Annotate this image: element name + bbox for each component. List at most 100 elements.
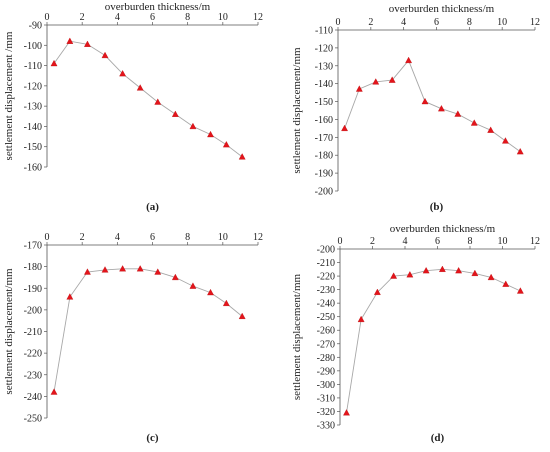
y-tick-label: -170 xyxy=(24,241,42,252)
x-tick-label: 2 xyxy=(368,17,373,28)
data-point-marker xyxy=(171,110,179,117)
data-point-marker xyxy=(101,51,109,59)
data-point-marker xyxy=(154,268,162,275)
panel-label: (d) xyxy=(431,432,445,444)
x-tick-label: 4 xyxy=(115,232,120,243)
data-point-marker xyxy=(406,271,414,278)
y-tick-label: -220 xyxy=(24,349,42,360)
y-tick-label: -240 xyxy=(317,299,335,310)
data-point-marker xyxy=(136,265,144,272)
data-point-marker xyxy=(438,265,446,272)
y-tick-label: -180 xyxy=(315,151,333,162)
data-point-marker xyxy=(84,40,91,47)
y-tick-label: -140 xyxy=(315,79,333,90)
data-point-marker xyxy=(438,105,445,112)
data-point-marker xyxy=(50,59,58,67)
y-tick-label: -110 xyxy=(315,26,333,37)
y-tick-label: -240 xyxy=(24,392,42,403)
y-tick-label: -160 xyxy=(315,115,333,126)
data-point-marker xyxy=(66,37,74,44)
y-tick-label: -260 xyxy=(317,326,335,337)
x-axis-title: overburden thickness/m xyxy=(390,223,496,235)
x-tick-label: 0 xyxy=(338,236,343,247)
data-point-marker xyxy=(373,288,381,295)
data-point-marker xyxy=(516,148,524,155)
y-tick-label: -290 xyxy=(317,366,335,377)
x-tick-label: 0 xyxy=(45,232,50,243)
data-point-marker xyxy=(421,97,429,105)
y-tick-label: -250 xyxy=(24,414,42,425)
y-tick-label: -120 xyxy=(315,43,333,54)
series-line xyxy=(53,268,243,393)
data-point-marker xyxy=(119,265,126,272)
data-point-marker xyxy=(189,282,197,289)
x-tick-label: 10 xyxy=(498,236,508,247)
data-point-marker xyxy=(189,122,197,130)
y-tick-label: -330 xyxy=(317,421,335,432)
panel-a: 0 2 4 6 8 10 12 -90 -100 -110 -120 -130 -140 -150 -160… xyxy=(3,1,263,213)
data-point-marker xyxy=(154,98,162,105)
data-point-marker xyxy=(422,267,430,274)
panel-d: 0 2 4 6 8 10 12 -200 -210 -220 -230 -240 -250 -260 -27… xyxy=(291,223,540,444)
x-tick-label: 2 xyxy=(370,236,375,247)
x-tick-label: 10 xyxy=(218,12,228,23)
data-point-marker xyxy=(207,288,214,296)
y-tick-label: -320 xyxy=(317,407,335,418)
y-tick-label: -220 xyxy=(317,272,335,283)
data-point-marker xyxy=(502,137,509,144)
y-tick-label: -230 xyxy=(24,370,42,381)
data-point-marker xyxy=(516,287,524,294)
x-tick-label: 8 xyxy=(185,232,190,243)
data-point-marker xyxy=(222,299,230,307)
data-point-marker xyxy=(355,85,363,92)
series-line xyxy=(344,59,521,152)
data-point-marker xyxy=(343,409,350,416)
x-tick-label: 2 xyxy=(80,232,85,243)
x-tick-label: 6 xyxy=(150,12,155,23)
x-tick-label: 12 xyxy=(530,236,540,247)
x-tick-label: 4 xyxy=(403,236,408,247)
panel-c: 0 2 4 6 8 10 12 -170 -180 -190 -200 -210 -220 -230 -24… xyxy=(3,232,263,444)
x-tick-label: 12 xyxy=(253,232,263,243)
y-tick-label: -300 xyxy=(317,380,335,391)
data-point-marker xyxy=(136,84,144,91)
y-axis-title: settlement displacement/mm xyxy=(291,273,303,400)
y-axis-title: settlement displacement/mm xyxy=(291,47,303,174)
y-tick-label: -200 xyxy=(24,305,42,316)
y-tick-label: -270 xyxy=(317,339,335,350)
data-point-marker xyxy=(487,273,495,281)
y-tick-label: -130 xyxy=(24,102,42,113)
x-tick-label: 10 xyxy=(218,232,228,243)
y-tick-label: -310 xyxy=(317,393,335,404)
data-point-marker xyxy=(471,269,479,276)
y-tick-label: -130 xyxy=(315,61,333,72)
y-tick-label: -150 xyxy=(315,97,333,108)
y-tick-label: -180 xyxy=(24,262,42,273)
x-axis-title: overburden thickness/m xyxy=(105,1,211,13)
y-tick-label: -140 xyxy=(24,122,42,133)
data-point-marker xyxy=(388,76,396,83)
x-tick-label: 6 xyxy=(435,236,440,247)
x-tick-label: 4 xyxy=(115,12,120,23)
y-tick-label: -230 xyxy=(317,285,335,296)
panel-b: 0 2 4 6 8 10 12 -110 -120 -130 -140 -150 -160 -170 -18… xyxy=(291,3,540,213)
data-point-marker xyxy=(222,141,230,148)
x-tick-label: 12 xyxy=(253,12,263,23)
panel-label: (b) xyxy=(430,201,444,213)
y-tick-label: -170 xyxy=(315,133,333,144)
x-tick-label: 10 xyxy=(497,17,507,28)
y-tick-label: -160 xyxy=(24,163,42,174)
data-point-marker xyxy=(207,130,214,138)
y-tick-label: -90 xyxy=(29,21,42,32)
data-point-marker xyxy=(341,124,348,132)
data-point-marker xyxy=(455,267,463,274)
x-tick-label: 8 xyxy=(467,17,472,28)
y-tick-label: -210 xyxy=(317,258,335,269)
y-tick-label: -200 xyxy=(315,187,333,198)
data-point-marker xyxy=(119,70,126,77)
data-point-marker xyxy=(372,78,380,85)
y-tick-label: -190 xyxy=(315,169,333,180)
panel-label: (a) xyxy=(146,201,159,213)
x-tick-label: 6 xyxy=(150,232,155,243)
data-point-marker xyxy=(502,280,510,287)
